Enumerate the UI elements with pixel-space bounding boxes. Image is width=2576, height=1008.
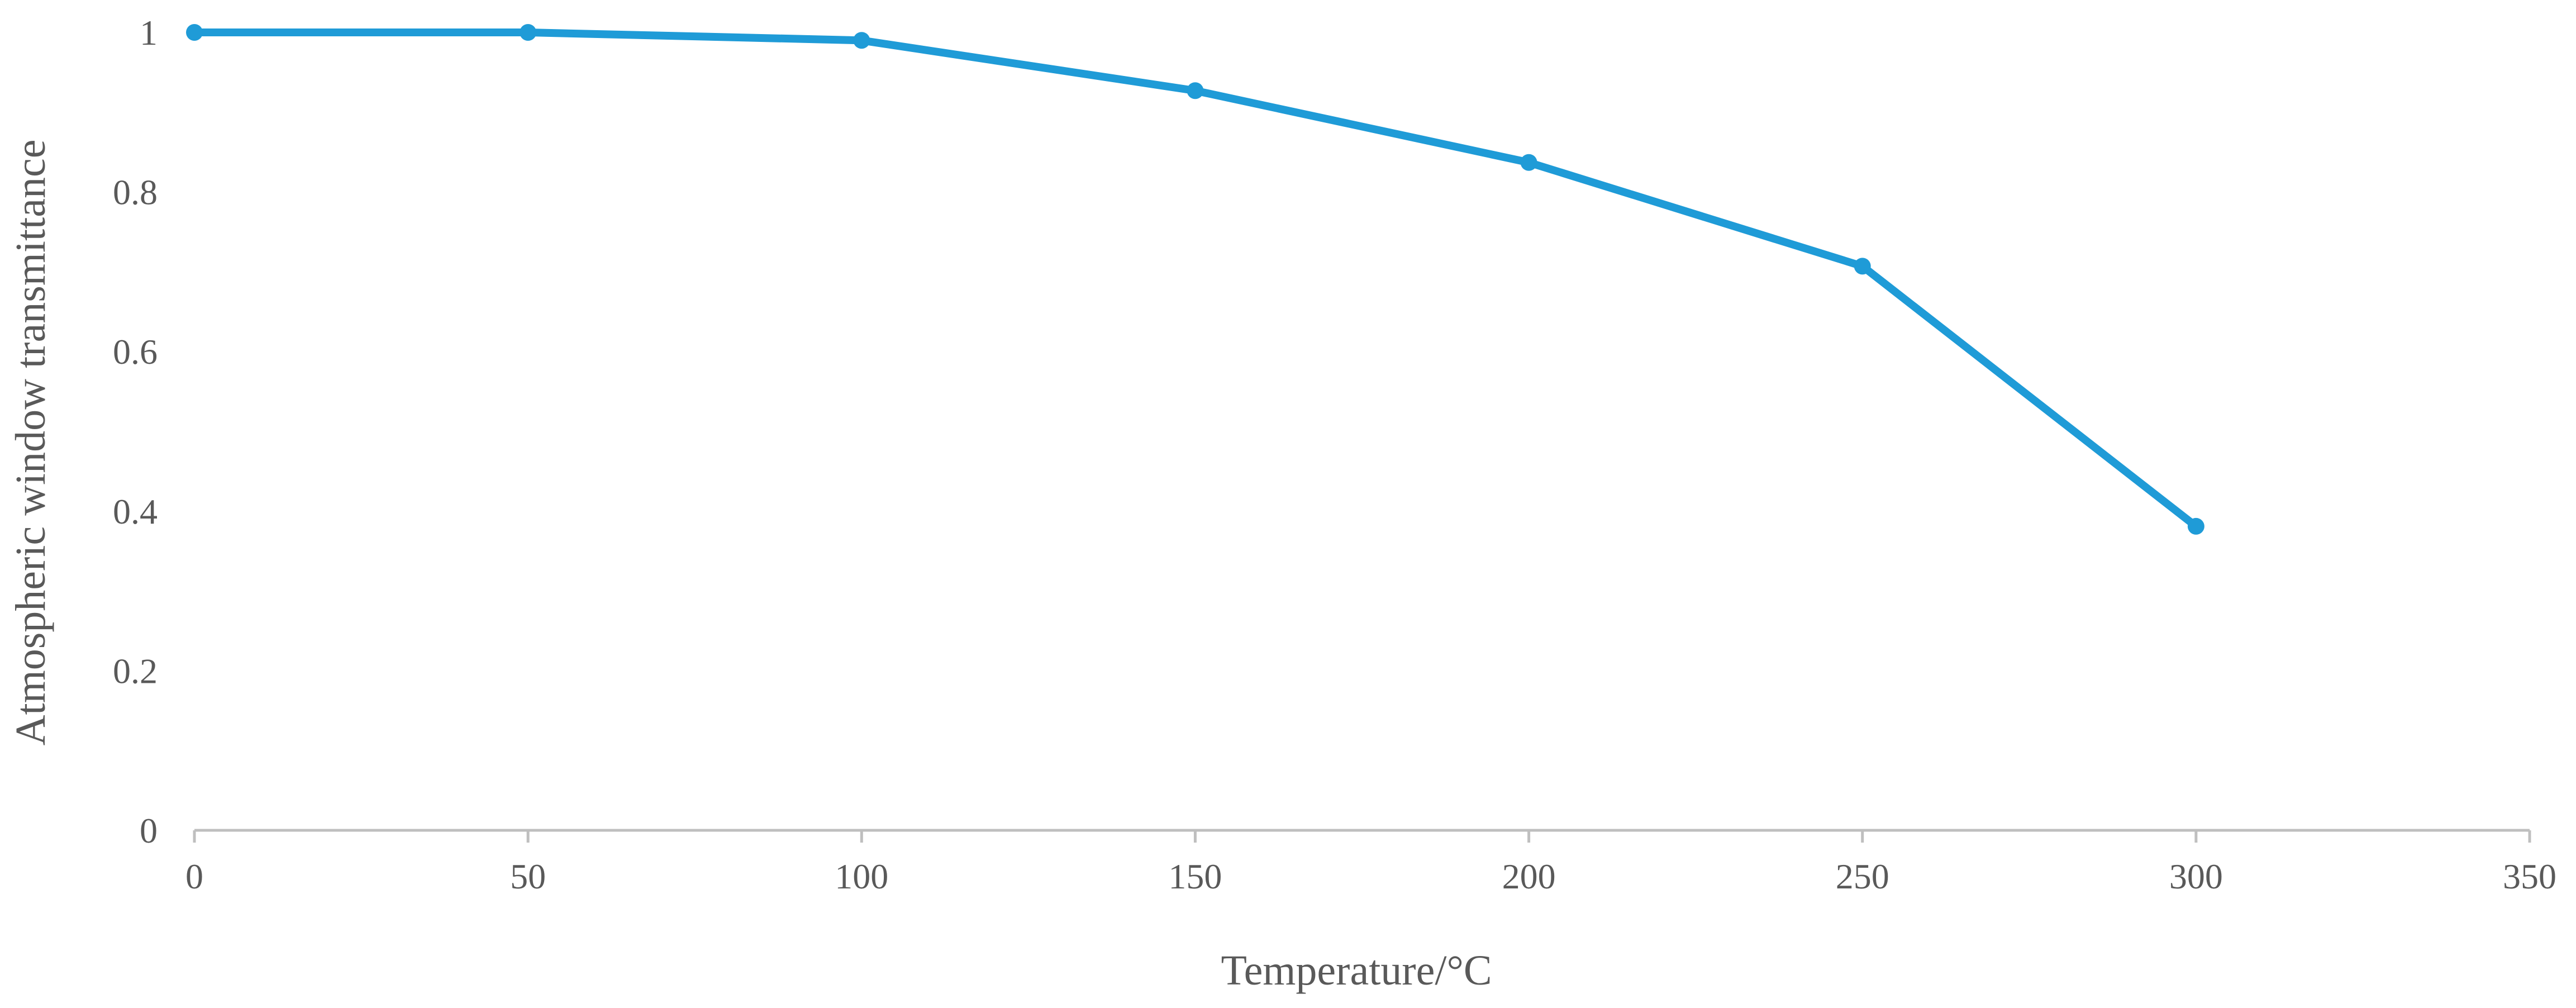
y-axis-ticks: 0 0.2 0.4 0.6 0.8 1 xyxy=(113,13,158,850)
data-point xyxy=(186,24,203,41)
x-axis-title: Temperature/°C xyxy=(1221,947,1492,994)
data-point xyxy=(1187,82,1204,99)
data-point xyxy=(520,24,537,41)
x-tick-label: 50 xyxy=(510,857,546,896)
x-tick-label: 350 xyxy=(2503,857,2556,896)
y-tick-label: 1 xyxy=(140,13,158,53)
x-tick-label: 300 xyxy=(2169,857,2223,896)
y-tick-label: 0 xyxy=(140,811,158,850)
x-tick-label: 0 xyxy=(185,857,203,896)
x-tick-label: 200 xyxy=(1502,857,1556,896)
series-line xyxy=(191,28,2200,530)
data-point xyxy=(853,32,870,49)
x-axis-ticks: 0 50 100 150 200 250 300 350 xyxy=(185,830,2556,896)
data-point xyxy=(2187,517,2204,535)
data-point xyxy=(1520,154,1537,171)
data-point xyxy=(1854,258,1871,275)
y-tick-label: 0.2 xyxy=(113,651,158,691)
y-tick-label: 0.8 xyxy=(113,173,158,212)
y-tick-label: 0.4 xyxy=(113,492,158,531)
y-tick-label: 0.6 xyxy=(113,332,158,372)
x-tick-label: 250 xyxy=(1836,857,1889,896)
y-axis-title: Atmospheric window transmittance xyxy=(7,140,54,746)
series-layer xyxy=(186,24,2204,535)
x-tick-label: 150 xyxy=(1168,857,1222,896)
x-tick-label: 100 xyxy=(835,857,888,896)
